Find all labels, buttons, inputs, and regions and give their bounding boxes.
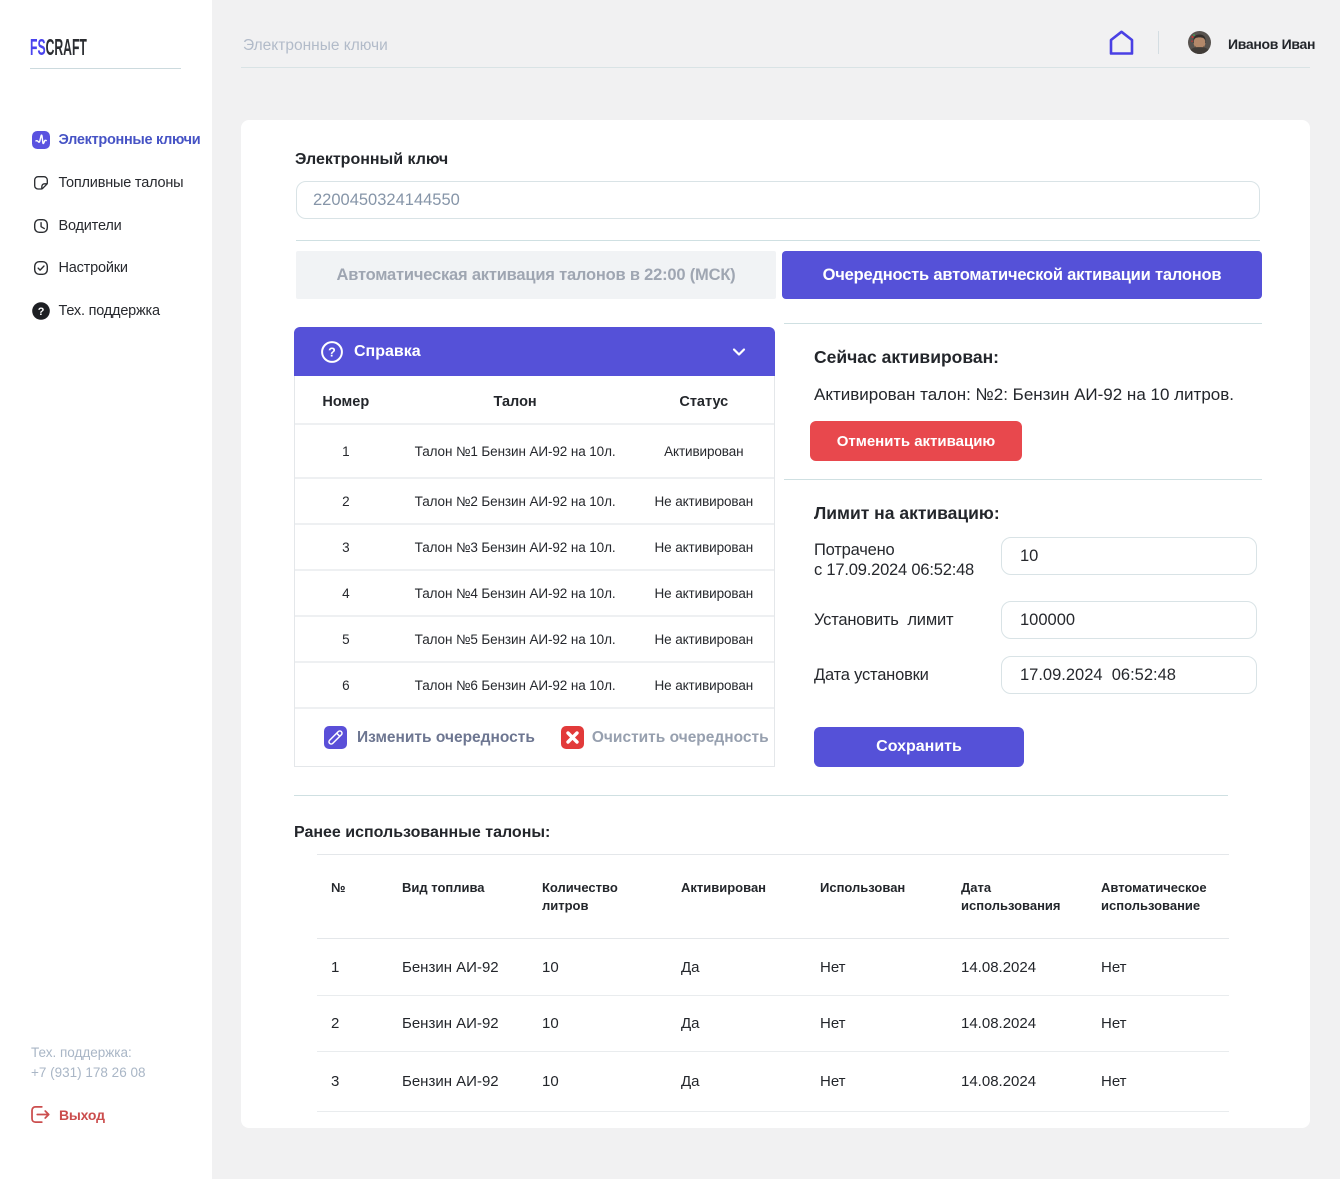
svg-text:?: ? bbox=[328, 345, 336, 359]
svg-text:?: ? bbox=[37, 306, 44, 318]
